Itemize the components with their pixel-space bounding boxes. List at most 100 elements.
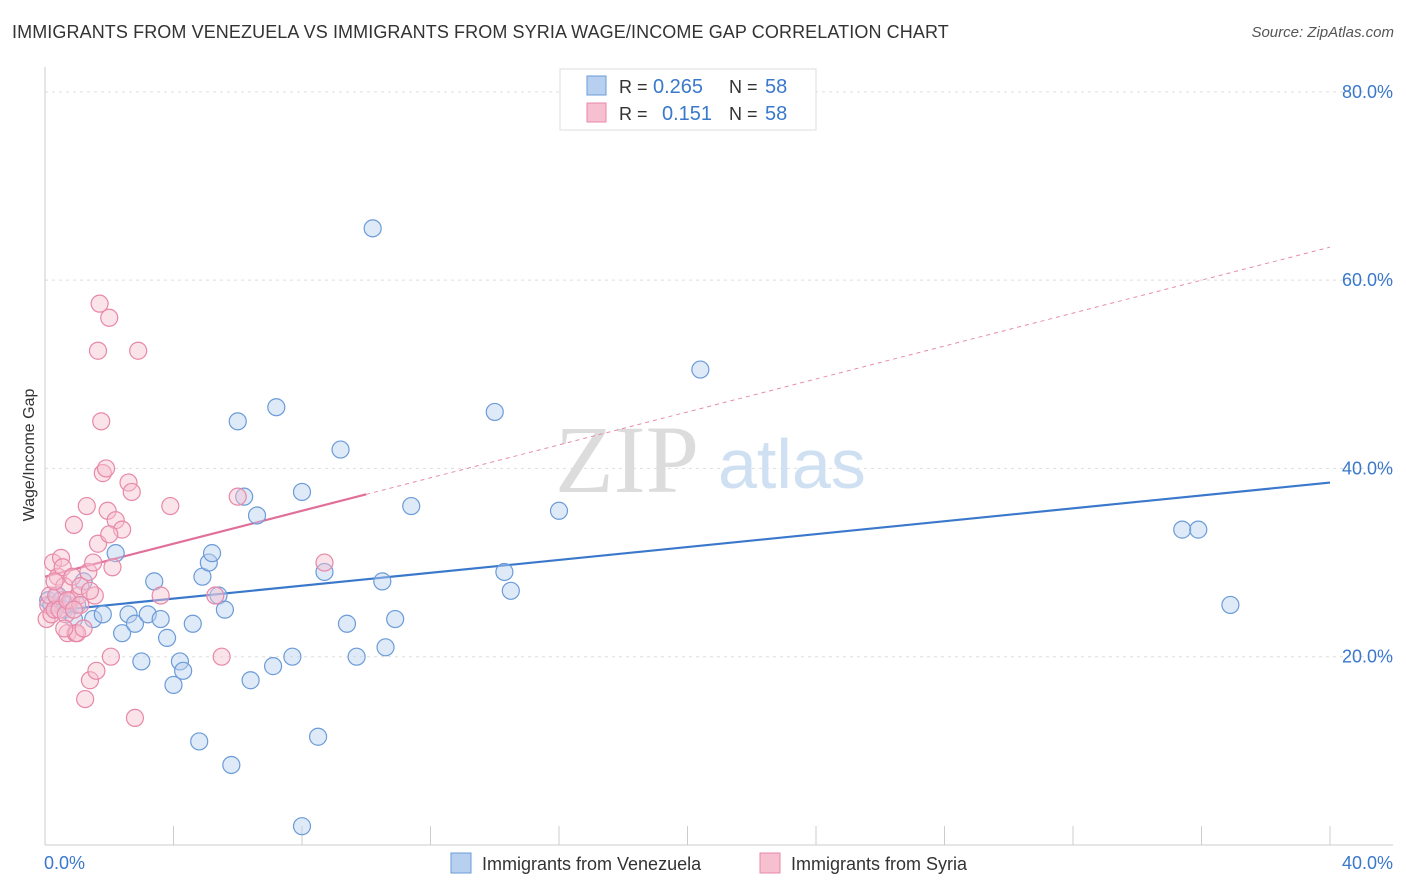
legend-n-label-venezuela: N =	[729, 77, 758, 97]
point-venezuela	[93, 605, 112, 624]
point-syria	[129, 341, 148, 360]
point-syria	[88, 341, 108, 360]
point-venezuela	[549, 501, 569, 520]
point-syria	[96, 459, 116, 478]
point-syria	[103, 558, 122, 577]
point-venezuela	[1189, 520, 1208, 539]
point-venezuela	[174, 661, 193, 680]
point-venezuela	[106, 544, 125, 563]
legend-r-label-venezuela: R =	[619, 77, 648, 97]
point-venezuela	[84, 609, 103, 629]
point-syria	[69, 586, 88, 605]
point-venezuela	[485, 402, 504, 422]
point-syria	[79, 562, 98, 582]
point-syria	[161, 496, 180, 516]
point-venezuela	[347, 647, 366, 666]
point-syria	[101, 647, 120, 666]
point-syria	[84, 553, 103, 572]
point-venezuela	[331, 440, 350, 459]
point-syria	[87, 661, 106, 680]
legend-bottom-swatch-syria	[759, 852, 781, 874]
point-syria	[55, 619, 74, 638]
point-venezuela	[132, 652, 151, 671]
point-venezuela	[315, 562, 334, 582]
point-syria	[80, 671, 100, 690]
gridlines	[45, 91, 1393, 658]
legend-n-label-syria: N =	[729, 104, 758, 124]
point-venezuela	[215, 600, 234, 619]
y-tick-label: 60.0%	[1342, 270, 1393, 290]
point-venezuela	[1221, 595, 1240, 615]
trendline-0	[44, 481, 1331, 613]
y-tick-label: 20.0%	[1342, 647, 1393, 667]
y-axis-label: Wage/Income Gap	[21, 389, 38, 522]
legend-swatch-venezuela	[586, 75, 607, 96]
legend-n-value-syria: 58	[765, 103, 787, 125]
point-syria	[74, 619, 93, 638]
point-syria	[80, 581, 100, 600]
point-venezuela	[112, 624, 132, 643]
point-venezuela	[119, 605, 138, 624]
point-venezuela	[292, 482, 312, 502]
data-points	[37, 219, 1240, 836]
point-syria	[206, 586, 225, 605]
point-syria	[151, 586, 170, 605]
point-venezuela	[501, 581, 520, 600]
point-syria	[76, 689, 95, 709]
point-venezuela	[376, 638, 395, 657]
legend-bottom: Immigrants from Venezuela Immigrants fro…	[450, 852, 968, 874]
point-venezuela	[386, 609, 405, 629]
y-tick-labels: 20.0% 40.0% 60.0% 80.0%	[1342, 82, 1393, 667]
axes	[44, 67, 1393, 846]
point-syria	[92, 412, 111, 431]
legend-swatch-syria	[586, 102, 607, 123]
legend-bottom-label-venezuela: Immigrants from Venezuela	[482, 854, 702, 874]
point-syria	[45, 572, 64, 591]
point-venezuela	[151, 609, 170, 629]
x-tick-label-max: 40.0%	[1342, 853, 1393, 873]
point-venezuela	[267, 398, 286, 417]
point-syria	[64, 515, 84, 535]
point-venezuela	[691, 360, 710, 379]
point-syria	[90, 294, 109, 313]
legend-r-value-syria: 0.151	[662, 103, 712, 125]
legend-top: R = 0.265 N = 58 R = 0.151 N = 58	[559, 68, 817, 131]
point-venezuela	[263, 657, 283, 676]
point-venezuela	[373, 572, 392, 591]
point-venezuela	[308, 727, 328, 746]
point-syria	[77, 496, 96, 516]
point-venezuela	[190, 732, 209, 751]
point-syria	[64, 600, 84, 619]
point-venezuela	[241, 671, 260, 690]
point-syria	[40, 586, 59, 605]
source-label: Source: ZipAtlas.com	[1251, 24, 1394, 41]
point-syria	[53, 558, 72, 577]
legend-r-label-syria: R =	[619, 104, 648, 124]
y-tick-label: 80.0%	[1342, 82, 1393, 102]
legend-n-value-venezuela: 58	[765, 76, 787, 98]
point-syria	[315, 553, 334, 572]
point-venezuela	[402, 496, 421, 516]
trendline-dashed-1	[366, 246, 1331, 495]
legend-bottom-swatch-venezuela	[450, 852, 472, 874]
point-venezuela	[337, 614, 357, 633]
y-tick-label: 40.0%	[1342, 458, 1393, 478]
point-syria	[51, 548, 71, 567]
watermark-zip: ZIP	[555, 406, 699, 513]
point-syria	[45, 600, 64, 619]
point-syria	[100, 308, 119, 327]
point-venezuela	[164, 675, 183, 695]
legend-bottom-label-syria: Immigrants from Syria	[791, 854, 968, 874]
point-syria	[71, 576, 90, 596]
point-venezuela	[292, 817, 312, 836]
trendline-solid-1	[44, 493, 367, 578]
point-venezuela	[157, 628, 177, 647]
point-venezuela	[235, 487, 254, 506]
watermark-atlas: atlas	[718, 425, 866, 503]
point-syria	[212, 647, 231, 666]
point-syria	[228, 487, 247, 506]
point-venezuela	[1173, 520, 1192, 539]
point-venezuela	[222, 755, 241, 775]
point-venezuela	[283, 647, 302, 666]
